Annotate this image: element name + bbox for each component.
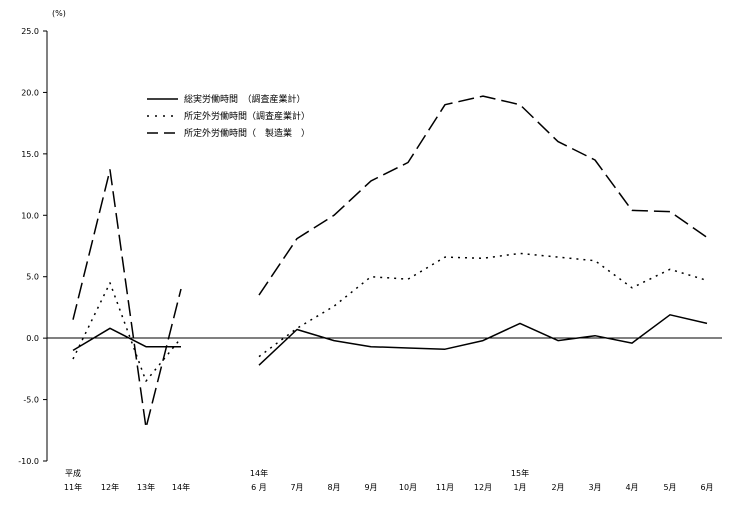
x-tick-label: 6月 [700, 483, 713, 492]
x-tick-label: 11年 [64, 482, 82, 492]
series-line-3-segment-1 [72, 169, 182, 429]
y-tick-label: 10.0 [21, 211, 39, 220]
y-tick-label: 20.0 [21, 88, 39, 97]
series-line-2-segment-2 [258, 252, 708, 358]
x-axis-labels: 平成 11年 12年 13年 14年 14年 6 月 7月 8月 9月 10月 11月 12月 15年 1月… [64, 468, 714, 492]
x-tick-label: 2月 [551, 483, 564, 492]
x-tick-label: 12年 [101, 482, 119, 492]
y-tick-label: -10.0 [18, 457, 39, 466]
x-tick-label: 9月 [364, 483, 377, 492]
y-tick-label: 25.0 [21, 27, 39, 36]
y-tick-label: 15.0 [21, 150, 39, 159]
x-tick-label: 5月 [663, 483, 676, 492]
x-tick-label: 14年 [172, 482, 190, 492]
x-tick-label: 1月 [513, 483, 526, 492]
y-tick-label: -5.0 [23, 396, 39, 405]
x-tick-label: 10月 [399, 483, 417, 492]
x-tick-label: 12月 [474, 483, 492, 492]
x-tick-label: 3月 [588, 483, 601, 492]
series-lines [72, 95, 708, 429]
legend-label-3: 所定外労働時間（ 製造業 ） [184, 127, 310, 139]
x-tick-label: 6 月 [251, 483, 267, 492]
y-axis-label: (%) [52, 9, 66, 18]
y-axis-ticks: 25.0 20.0 15.0 10.0 5.0 0.0 -5.0 -10.0 [18, 27, 47, 466]
legend: 総実労働時間 （調査産業計） 所定外労働時間（調査産業計） 所定外労働時間（ 製造業… [147, 93, 310, 139]
y-tick-label: 0.0 [26, 334, 39, 343]
x-tick-label: 13年 [137, 482, 155, 492]
series-line-1-segment-1 [72, 327, 181, 352]
legend-label-2: 所定外労働時間（調査産業計） [184, 110, 310, 122]
x-tick-label: 7月 [290, 483, 303, 492]
x-tick-label: 8月 [327, 483, 340, 492]
y-tick-label: 5.0 [26, 273, 39, 282]
series-line-2-segment-1 [72, 282, 182, 382]
legend-label-1: 総実労働時間 （調査産業計） [184, 93, 306, 105]
x-tick-label: 11月 [436, 483, 454, 492]
series-line-3-segment-2 [258, 95, 708, 296]
x-tick-label-top: 15年 [511, 468, 529, 478]
x-tick-label-top: 平成 [65, 468, 81, 478]
x-tick-label: 4月 [625, 483, 638, 492]
series-line-1-segment-2 [258, 314, 708, 366]
x-tick-label-top: 14年 [250, 468, 268, 478]
